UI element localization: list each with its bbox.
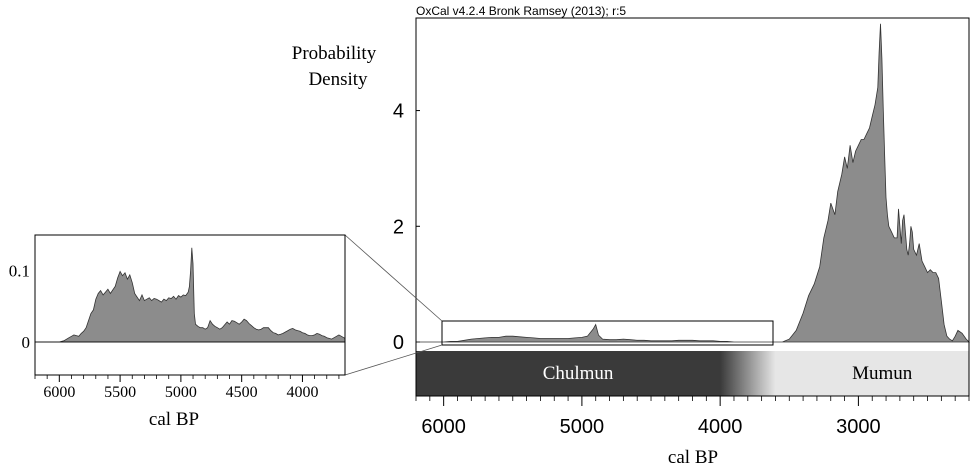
period-gradient-band <box>416 351 969 396</box>
xtick-label-6000: 6000 <box>43 384 75 401</box>
inset-chart: 00.1 6000 5500 5000 4500 4000 cal BP <box>9 234 346 430</box>
main-xlabel: cal BP <box>668 447 718 468</box>
period-label-mumun: Mumun <box>852 363 913 384</box>
xtick-label-5000: 5000 <box>560 416 605 438</box>
inset-ytick-labels: 00.1 <box>9 262 30 352</box>
xtick-label-4000: 4000 <box>698 416 743 438</box>
xtick-label-4500: 4500 <box>226 384 258 401</box>
inset-xtick-labels: 6000 5500 5000 4500 4000 <box>43 384 318 401</box>
main-density-area <box>416 23 970 343</box>
period-label-chulmun: Chulmun <box>543 363 614 384</box>
ytick-label-0-1: 0.1 <box>9 262 30 281</box>
ytick-label-2: 2 <box>393 216 404 238</box>
main-xtick-marks <box>415 396 970 406</box>
main-ylabel-line2: Density <box>308 69 368 90</box>
inset-xtick-marks <box>34 375 340 382</box>
xtick-label-6000: 6000 <box>421 416 466 438</box>
xtick-label-4000: 4000 <box>286 384 318 401</box>
period-bands: Chulmun Mumun <box>416 351 969 396</box>
ytick-label-4: 4 <box>393 101 404 123</box>
xtick-label-5000: 5000 <box>165 384 197 401</box>
inset-empty-band <box>35 342 345 375</box>
connector-line-top <box>344 234 443 322</box>
ytick-label-0: 0 <box>22 333 31 352</box>
inset-xlabel: cal BP <box>149 409 199 430</box>
zoom-highlight-box <box>441 320 774 346</box>
inset-plot-frame <box>34 234 346 376</box>
ytick-label-0: 0 <box>393 332 404 354</box>
xtick-label-5500: 5500 <box>104 384 136 401</box>
main-chart: Probability Density 0 2 4 Chulmun Mumun 60… <box>292 17 970 468</box>
connector-line-bottom <box>344 344 443 376</box>
inset-density-area <box>35 247 346 343</box>
xtick-label-3000: 3000 <box>836 416 881 438</box>
main-xtick-labels: 6000 5000 4000 3000 <box>421 416 880 438</box>
oxcal-header: OxCal v4.2.4 Bronk Ramsey (2013); r:5 <box>416 4 626 18</box>
main-ylabel-line1: Probability <box>292 43 377 64</box>
